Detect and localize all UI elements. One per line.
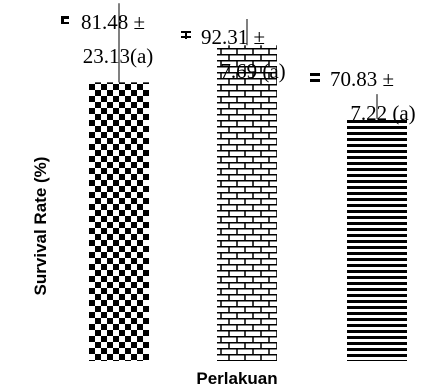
pattern-mark-3: [310, 73, 320, 82]
pattern-mark-2: [181, 31, 191, 39]
mark-shape: [64, 19, 69, 22]
bars-layer: [89, 45, 407, 361]
data-label-1-line2: 23.13(a): [83, 44, 154, 68]
x-axis-title: Perlakuan: [196, 369, 277, 388]
mark-shape: [310, 73, 320, 76]
bar-3: [347, 118, 407, 361]
annotations-layer: 81.48 ± 23.13(a) 92.31 ± 7.69 (a) 70.83 ± 7.2…: [81, 10, 416, 125]
error-bars-layer: [118, 3, 378, 119]
bar-2: [217, 45, 277, 361]
data-label-1-line1: 81.48 ±: [81, 10, 145, 34]
data-label-3-line1: 70.83 ±: [330, 67, 394, 91]
data-label-3-line2: 7.22 (a): [350, 101, 415, 125]
mark-shape: [185, 31, 187, 39]
bar-1: [89, 82, 149, 361]
mark-shape: [310, 79, 320, 82]
pattern-marks-layer: [61, 16, 320, 82]
data-label-2-line1: 92.31 ±: [201, 25, 265, 49]
y-axis-title: Survival Rate (%): [31, 157, 50, 296]
data-label-2-line2: 7.69 (a): [220, 59, 285, 83]
pattern-mark-1: [61, 16, 69, 24]
mark-shape: [181, 36, 191, 38]
